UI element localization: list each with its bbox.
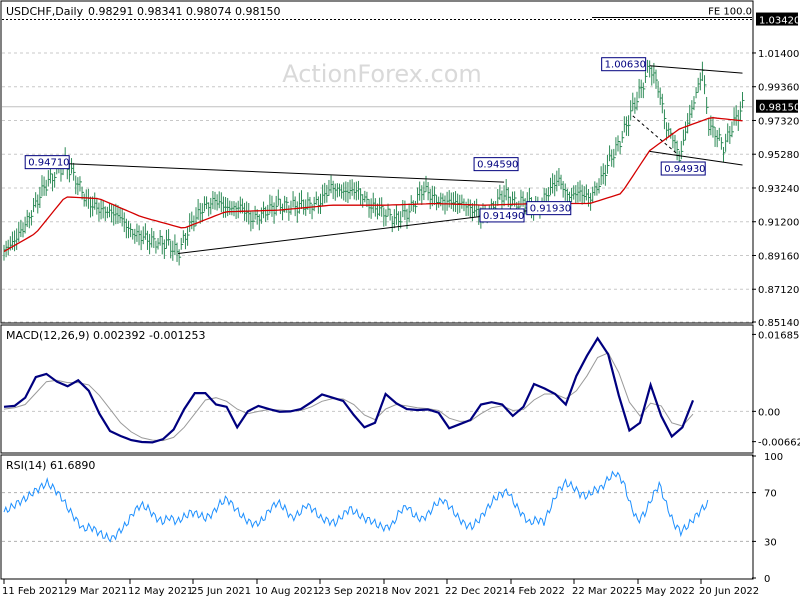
macd-signal-line [3,352,694,442]
price-tick-label: 0.85140 [758,318,799,329]
price-tick-label: 0.97320 [758,116,799,127]
macd-main-line [3,336,695,444]
price-trendlines [65,65,743,254]
x-tick-label: 10 Aug 2021 [255,586,319,597]
price-annotation-label: 0.94590 [477,160,518,171]
fe-price-badge-bg [756,12,798,26]
macd-tick-label: 0.00 [758,407,780,418]
rsi-tick-label: 0 [764,574,770,585]
x-tick-label: 12 May 2021 [128,586,193,597]
price-annotation-label: 1.00630 [605,60,646,71]
price-panel-frame [0,0,754,324]
rsi-tick-label: 70 [764,489,777,500]
price-tick-label: 0.89160 [758,251,799,262]
trendline-dotted [632,115,680,156]
x-tick-label: 11 Feb 2021 [2,586,64,597]
price-moving-average [3,117,743,253]
price-annotation-box [526,201,572,216]
price-tick-label: 0.95280 [758,150,799,161]
trendline-top-channel [649,65,743,74]
price-annotation: 0.91490 [479,208,525,223]
price-tick-label: 0.91200 [758,218,799,229]
price-levels: FE 100.0 1.03420 0.98150 [2,7,800,114]
price-annotation-label: 0.94710 [28,158,69,169]
price-grid [2,52,752,323]
price-annotations: 0.94710 0.94590 0.91490 0.91930 1.00630 0.949… [24,57,706,223]
macd-tick-label: -0.006629 [758,438,800,449]
price-annotation-box [479,208,525,223]
watermark: ActionForex.com [282,60,482,88]
x-tick-label: 5 May 2022 [636,586,695,597]
current-price-badge-label: 0.98150 [759,103,800,114]
x-tick-label: 8 Nov 2021 [382,586,440,597]
price-annotation-box [660,161,706,176]
trendline-lower-wedge [178,209,537,254]
rsi-lines [3,470,709,543]
price-annotation: 0.91930 [526,201,572,216]
rsi-panel-frame [0,454,754,580]
chart-symbol-label: USDCHF,Daily [6,5,84,18]
rsi-title: RSI(14) 61.6890 [6,459,95,472]
price-axis: 1.01400 0.99360 0.97320 0.95280 0.93240 0.912… [752,49,799,329]
macd-axis: 0.016856 0.00 -0.006629 [752,330,800,449]
macd-title: MACD(12,26,9) 0.002392 -0.001253 [6,329,205,342]
x-tick-label: 25 Jun 2021 [191,586,251,597]
price-tick-label: 1.01400 [758,49,799,60]
x-tick-label: 4 Feb 2022 [509,586,565,597]
current-price-badge-bg [756,99,798,113]
price-tick-label: 0.93240 [758,184,799,195]
price-annotation-label: 0.94930 [664,164,705,175]
price-annotation-box [601,57,647,72]
price-annotation: 1.00630 [601,57,647,72]
chart-ohlc-label: 0.98291 0.98341 0.98074 0.98150 [88,5,280,18]
current-price-badge: 0.98150 [756,99,800,114]
rsi-axis: 100 70 30 0 [752,452,783,585]
price-annotation: 0.94590 [473,157,519,172]
x-tick-label: 23 Sep 2021 [318,586,381,597]
price-annotation-box [473,157,519,172]
rsi-levels [2,492,752,542]
price-tick-label: 0.87120 [758,285,799,296]
trendline-upper-wedge [65,163,505,183]
macd-lines [3,336,695,444]
rsi-tick-label: 30 [764,537,777,548]
trendline-bottom-channel [649,150,743,166]
x-tick-label: 22 Mar 2022 [572,586,635,597]
rsi-line [3,470,709,543]
x-tick-label: 22 Dec 2021 [445,586,509,597]
price-annotation: 0.94930 [660,161,706,176]
macd-tick-label: 0.016856 [758,330,800,341]
macd-panel-frame [0,324,754,454]
x-tick-label: 20 Jun 2022 [699,586,759,597]
rsi-tick-label: 100 [764,452,783,463]
price-annotation-box [24,155,70,170]
fe-level-label: FE 100.0 [708,7,752,18]
price-annotation-label: 0.91930 [530,204,571,215]
fe-price-badge-label: 1.03420 [759,16,800,27]
x-tick-label: 29 Mar 2021 [64,586,127,597]
price-tick-label: 0.99360 [758,83,799,94]
moving-average-line [3,117,743,253]
price-annotation-label: 0.91490 [483,211,524,222]
price-annotation: 0.94710 [24,155,70,170]
fe-price-badge: 1.03420 [756,12,800,27]
